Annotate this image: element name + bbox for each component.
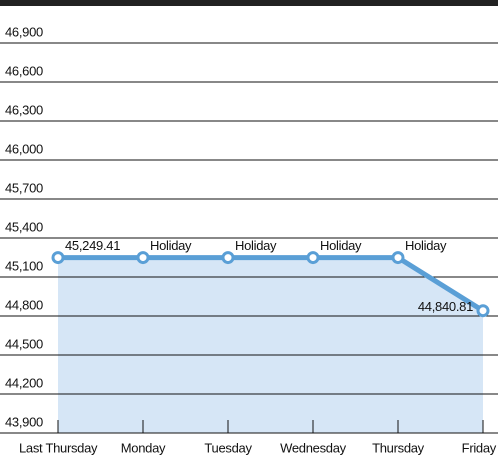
- y-tick-label: 46,300: [5, 102, 43, 117]
- y-tick-label: 43,900: [5, 414, 43, 429]
- y-tick-label: 46,000: [5, 141, 43, 156]
- y-tick-label: 44,200: [5, 375, 43, 390]
- line-layer: [58, 255, 485, 313]
- data-label: 45,249.41: [65, 238, 120, 253]
- point: [221, 251, 235, 265]
- point: [136, 251, 150, 265]
- point: [391, 251, 405, 265]
- marks-layer: [51, 251, 490, 318]
- y-tick-label: 44,500: [5, 336, 43, 351]
- y-tick-label: 45,400: [5, 219, 43, 234]
- y-tick-label: 44,800: [5, 297, 43, 312]
- x-tick-label: Thursday: [372, 440, 425, 455]
- x-tick-label: Wednesday: [280, 440, 347, 455]
- y-tick-label: 46,900: [5, 24, 43, 39]
- line: [58, 255, 485, 313]
- point: [306, 251, 320, 265]
- point: [476, 304, 490, 318]
- point: [51, 251, 65, 265]
- data-label: Holiday: [320, 238, 362, 253]
- area: [58, 257, 483, 433]
- top-bar: [0, 0, 498, 6]
- x-tick-label: Tuesday: [204, 440, 252, 455]
- data-label: Holiday: [405, 238, 447, 253]
- y-tick-label: 45,100: [5, 258, 43, 273]
- labels-layer: 43,900 44,200 44,500 44,800 45,100 45,400 45,7…: [5, 24, 497, 455]
- data-label: Holiday: [235, 238, 277, 253]
- grid-layer: [0, 42, 498, 434]
- area-layer: [58, 257, 483, 433]
- data-label: 44,840.81: [418, 299, 473, 314]
- y-tick-label: 45,700: [5, 180, 43, 195]
- x-tick-label: Monday: [121, 440, 166, 455]
- y-tick-label: 46,600: [5, 63, 43, 78]
- x-tick-label: Last Thursday: [19, 440, 98, 455]
- data-label: Holiday: [150, 238, 192, 253]
- x-tick-label: Friday: [462, 440, 497, 455]
